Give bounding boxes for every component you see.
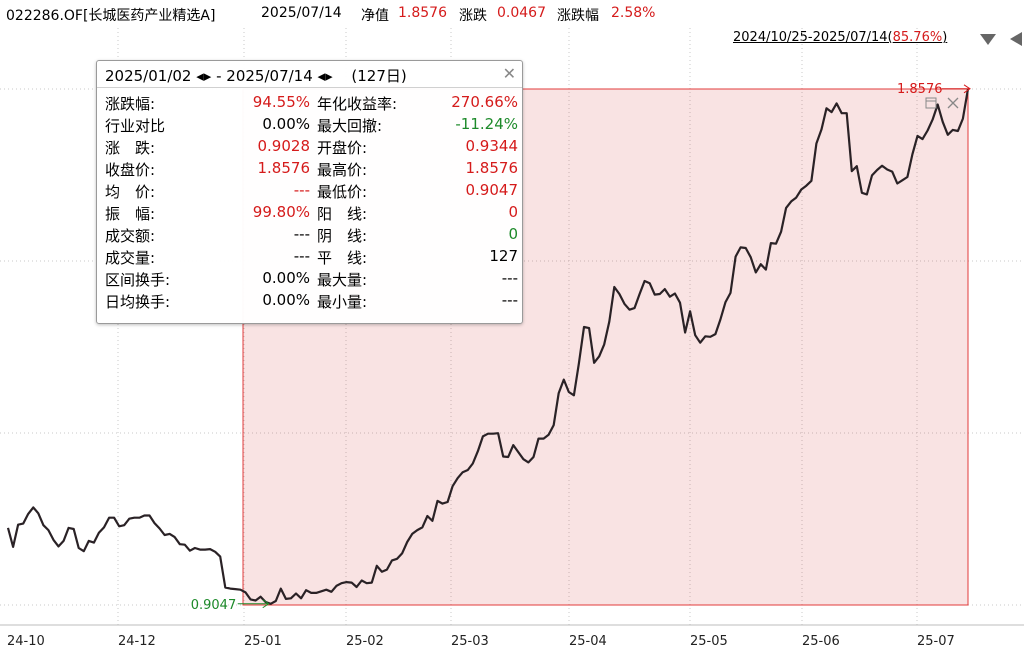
max-price-arrow-icon [942, 84, 971, 94]
stat-label: 阴 线: [317, 227, 368, 245]
x-tick-label: 25-01 [244, 634, 282, 649]
stat-value: --- [501, 269, 518, 287]
fund-name: 022286.OF[长城医药产业精选A] [6, 8, 216, 24]
interval-stats-panel: 2025/01/02 ◂▸ - 2025/07/14 ◂▸ (127日) ✕ 涨… [96, 60, 523, 324]
change-label: 涨跌 [459, 8, 487, 24]
x-tick-label: 25-06 [802, 634, 840, 649]
stat-value: --- [293, 225, 310, 243]
stat-label: 开盘价: [317, 139, 368, 157]
x-tick-label: 25-07 [917, 634, 955, 649]
price-series-line [6, 88, 970, 605]
x-tick-label: 24-10 [7, 634, 45, 649]
panel-divider [97, 87, 522, 88]
min-price-arrow-icon [237, 599, 270, 609]
nav-value: 1.8576 [398, 5, 447, 21]
x-tick-label: 24-12 [118, 634, 156, 649]
stat-value: 0.00% [262, 269, 310, 287]
nav-label: 净值 [361, 8, 389, 24]
start-date[interactable]: 2025/01/02 [105, 67, 192, 85]
end-date-stepper-icon[interactable]: ◂▸ [317, 67, 333, 85]
stat-value: 94.55% [252, 93, 310, 111]
stat-label: 平 线: [317, 249, 368, 267]
stat-value: 0.9028 [257, 137, 311, 155]
panel-close-icon[interactable]: ✕ [502, 64, 516, 83]
stat-label: 均 价: [105, 183, 156, 201]
stat-value: 99.80% [252, 203, 310, 221]
stat-label: 涨 跌: [105, 139, 156, 157]
stat-label: 行业对比 [105, 117, 166, 135]
min-price-label: 0.9047 [191, 598, 237, 613]
quote-header: 022286.OF[长城医药产业精选A] 2025/07/14 净值 1.857… [0, 0, 1024, 28]
restore-window-icon[interactable] [925, 97, 937, 109]
stat-value: 0.9047 [465, 181, 519, 199]
date-dash: - [216, 67, 222, 85]
stat-value: 270.66% [451, 93, 518, 111]
stat-label: 振 幅: [105, 205, 156, 223]
end-date[interactable]: 2025/07/14 [226, 67, 313, 85]
range-text-end: ) [942, 30, 948, 45]
stat-label: 成交量: [105, 249, 156, 267]
x-tick-label: 25-02 [346, 634, 384, 649]
chart-close-icon[interactable] [947, 97, 959, 109]
stat-value: 0 [508, 225, 518, 243]
x-tick-label: 25-03 [451, 634, 489, 649]
range-text: 2024/10/25-2025/07/14( [733, 30, 893, 45]
x-axis-ticks: 24-10 24-12 25-01 25-02 25-03 25-04 25-05 25-06… [7, 634, 955, 649]
stat-label: 涨跌幅: [105, 95, 156, 113]
stat-label: 年化收益率: [317, 95, 398, 113]
quote-date: 2025/07/14 [261, 5, 342, 21]
stat-label: 阳 线: [317, 205, 368, 223]
stat-value: --- [501, 291, 518, 309]
stat-label: 成交额: [105, 227, 156, 245]
stat-value: 0.00% [262, 115, 310, 133]
right-scroll-icon[interactable] [1010, 32, 1022, 46]
stat-value: 0 [508, 203, 518, 221]
stat-label: 最高价: [317, 161, 368, 179]
stat-value: --- [293, 181, 310, 199]
stat-label: 最大量: [317, 271, 368, 289]
stat-value: 0.00% [262, 291, 310, 309]
dropdown-triangle-icon[interactable] [980, 34, 996, 45]
x-tick-label: 25-05 [690, 634, 728, 649]
stat-value: 127 [489, 247, 518, 265]
start-date-stepper-icon[interactable]: ◂▸ [196, 67, 212, 85]
stat-value: --- [293, 247, 310, 265]
pct-change-value: 2.58% [611, 5, 656, 21]
stat-label: 最小量: [317, 293, 368, 311]
stat-label: 区间换手: [105, 271, 171, 289]
stat-value: -11.24% [455, 115, 518, 133]
pct-change-label: 涨跌幅 [557, 8, 599, 24]
range-selector[interactable]: 2024/10/25-2025/07/14(85.76%) [733, 30, 947, 45]
stat-value: 1.8576 [257, 159, 311, 177]
day-count: (127日) [351, 67, 407, 85]
stat-label: 收盘价: [105, 161, 156, 179]
panel-header: 2025/01/02 ◂▸ - 2025/07/14 ◂▸ (127日) [105, 65, 407, 86]
stat-value: 0.9344 [465, 137, 519, 155]
stat-label: 最大回撤: [317, 117, 383, 135]
range-pct: 85.76% [892, 30, 943, 45]
stat-label: 日均换手: [105, 293, 171, 311]
x-tick-label: 25-04 [569, 634, 607, 649]
change-value: 0.0467 [497, 5, 546, 21]
stat-value: 1.8576 [465, 159, 519, 177]
stat-label: 最低价: [317, 183, 368, 201]
max-price-label: 1.8576 [897, 82, 943, 97]
